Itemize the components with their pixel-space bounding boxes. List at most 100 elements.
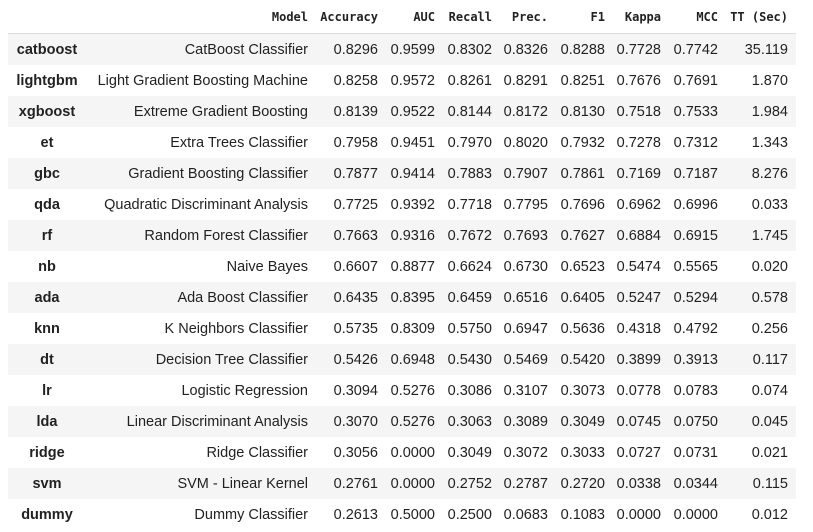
table-cell: 0.045: [751, 413, 788, 430]
table-cell: 0.2761: [333, 475, 378, 492]
table-cell: 0.7169: [616, 165, 661, 182]
table-cell: 0.0344: [673, 475, 718, 492]
table-cell: 0.8302: [447, 41, 492, 58]
table-cell: 0.8261: [447, 72, 492, 89]
table-row: lightgbm Light Gradient Boosting Machine 0…: [8, 65, 796, 96]
table-cell: 0.2752: [447, 475, 492, 492]
table-cell: Quadratic Discriminant Analysis: [104, 196, 308, 213]
table-cell: 0.7672: [447, 227, 492, 244]
table-cell: 0.7518: [616, 103, 661, 120]
table-cell: 0.2613: [333, 506, 378, 523]
table-cell: 0.7718: [447, 196, 492, 213]
table-cell: 0.8139: [333, 103, 378, 120]
table-cell: 0.5000: [390, 506, 435, 523]
table-cell: 0.9572: [390, 72, 435, 89]
table-cell: 0.5735: [333, 320, 378, 337]
table-cell: Logistic Regression: [181, 382, 308, 399]
table-cell: 0.8251: [560, 72, 605, 89]
column-header: AUC: [386, 0, 443, 34]
table-cell: 0.5426: [333, 351, 378, 368]
table-cell: 0.7533: [673, 103, 718, 120]
row-index: rf: [41, 227, 53, 244]
table-cell: 0.6607: [333, 258, 378, 275]
table-cell: Extreme Gradient Boosting: [133, 103, 308, 120]
table-cell: 0.6962: [616, 196, 661, 213]
table-cell: 0.7907: [503, 165, 548, 182]
table-cell: 0.2500: [447, 506, 492, 523]
table-cell: 0.3073: [560, 382, 605, 399]
row-index: knn: [34, 320, 60, 337]
table-cell: 0.8291: [503, 72, 548, 89]
column-header: TT (Sec): [726, 0, 796, 34]
table-cell: 0.0000: [673, 506, 718, 523]
table-cell: 0.012: [751, 506, 788, 523]
table-cell: 0.9414: [390, 165, 435, 182]
row-index: dummy: [21, 506, 73, 523]
row-index: lr: [42, 382, 52, 399]
table-cell: Gradient Boosting Classifier: [128, 165, 308, 182]
table-cell: Ada Boost Classifier: [177, 289, 308, 306]
table-cell: 0.1083: [560, 506, 605, 523]
table-cell: 0.074: [751, 382, 788, 399]
table-cell: 0.2720: [560, 475, 605, 492]
table-cell: 0.7187: [673, 165, 718, 182]
table-cell: 1.870: [751, 72, 788, 89]
column-header: Recall: [443, 0, 500, 34]
table-cell: 0.7312: [673, 134, 718, 151]
table-row: qda Quadratic Discriminant Analysis 0.7725…: [8, 189, 796, 220]
row-index: catboost: [16, 41, 78, 58]
table-cell: 0.6516: [503, 289, 548, 306]
table-cell: 0.5420: [560, 351, 605, 368]
row-index: qda: [34, 196, 60, 213]
table-cell: 0.0745: [616, 413, 661, 430]
header-row: Model Accuracy AUC Recall Prec. F1 Kappa MCC TT …: [8, 0, 796, 34]
table-cell: Naive Bayes: [226, 258, 308, 275]
table-cell: 0.0778: [616, 382, 661, 399]
table-cell: 0.7278: [616, 134, 661, 151]
table-cell: K Neighbors Classifier: [164, 320, 308, 337]
table-cell: Dummy Classifier: [194, 506, 308, 523]
table-cell: 0.7728: [616, 41, 661, 58]
table-cell: 0.3063: [447, 413, 492, 430]
row-index: xgboost: [18, 103, 76, 120]
results-table: Model Accuracy AUC Recall Prec. F1 Kappa MCC TT …: [8, 0, 796, 530]
table-cell: 0.4792: [673, 320, 718, 337]
table-cell: 8.276: [751, 165, 788, 182]
table-row: dt Decision Tree Classifier 0.5426 0.6948 0.…: [8, 344, 796, 375]
table-cell: 0.5636: [560, 320, 605, 337]
table-cell: 0.0783: [673, 382, 718, 399]
index-header: [8, 0, 86, 34]
table-cell: 0.7663: [333, 227, 378, 244]
table-row: rf Random Forest Classifier 0.7663 0.9316 0.…: [8, 220, 796, 251]
table-cell: 0.8258: [333, 72, 378, 89]
column-header: Prec.: [500, 0, 556, 34]
table-cell: 0.6730: [503, 258, 548, 275]
table-cell: 0.5474: [616, 258, 661, 275]
table-cell: 0.8172: [503, 103, 548, 120]
table-row: dummy Dummy Classifier 0.2613 0.5000 0.2500 0…: [8, 499, 796, 530]
table-cell: 0.7742: [673, 41, 718, 58]
table-cell: 0.3049: [447, 444, 492, 461]
column-header: Accuracy: [316, 0, 386, 34]
table-cell: 1.984: [751, 103, 788, 120]
table-cell: 0.4318: [616, 320, 661, 337]
table-cell: 0.6624: [447, 258, 492, 275]
table-cell: 0.8288: [560, 41, 605, 58]
table-row: et Extra Trees Classifier 0.7958 0.9451 0.79…: [8, 127, 796, 158]
table-cell: 0.033: [751, 196, 788, 213]
table-cell: 0.117: [752, 351, 788, 368]
table-cell: 0.0000: [390, 444, 435, 461]
table-cell: 0.5276: [390, 413, 435, 430]
table-cell: 0.021: [751, 444, 788, 461]
table-cell: 0.0338: [616, 475, 661, 492]
table-cell: 0.3107: [503, 382, 548, 399]
table-cell: Random Forest Classifier: [144, 227, 308, 244]
table-cell: 0.2787: [503, 475, 548, 492]
table-cell: 0.6405: [560, 289, 605, 306]
table-cell: 0.3086: [447, 382, 492, 399]
table-row: gbc Gradient Boosting Classifier 0.7877 0.9…: [8, 158, 796, 189]
table-cell: 0.7725: [333, 196, 378, 213]
table-cell: 0.7696: [560, 196, 605, 213]
table-cell: 0.6523: [560, 258, 605, 275]
table-cell: 0.020: [751, 258, 788, 275]
